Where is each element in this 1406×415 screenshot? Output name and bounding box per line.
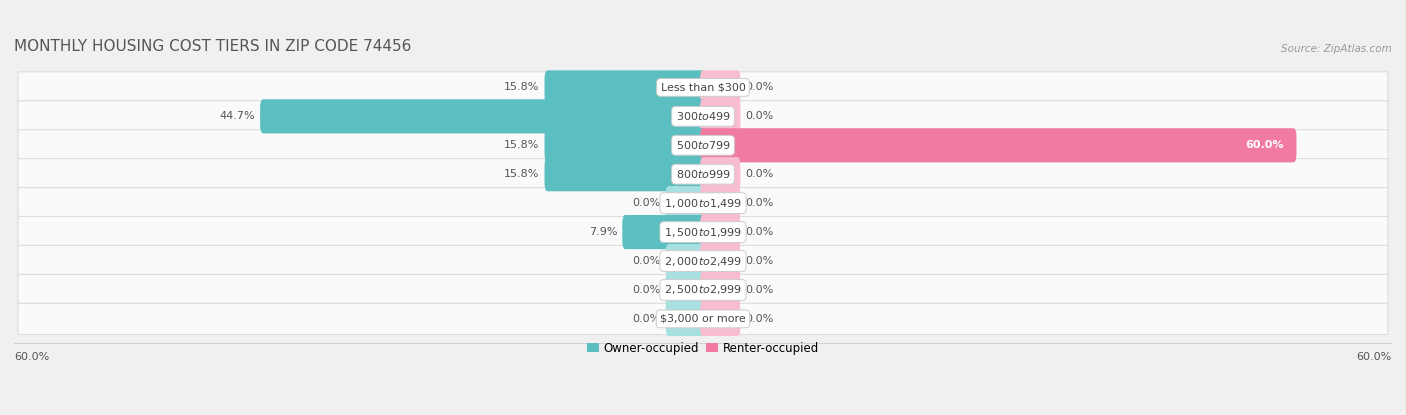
Text: 15.8%: 15.8%: [505, 83, 540, 93]
Text: 0.0%: 0.0%: [745, 198, 773, 208]
FancyBboxPatch shape: [18, 129, 1388, 161]
Text: 15.8%: 15.8%: [505, 140, 540, 150]
FancyBboxPatch shape: [700, 273, 741, 307]
Text: 0.0%: 0.0%: [745, 83, 773, 93]
FancyBboxPatch shape: [700, 302, 741, 336]
Text: 15.8%: 15.8%: [505, 169, 540, 179]
Text: 0.0%: 0.0%: [745, 227, 773, 237]
Text: 44.7%: 44.7%: [219, 111, 256, 121]
Text: 0.0%: 0.0%: [633, 256, 661, 266]
Text: 0.0%: 0.0%: [633, 285, 661, 295]
FancyBboxPatch shape: [665, 186, 706, 220]
FancyBboxPatch shape: [700, 99, 741, 134]
Text: $300 to $499: $300 to $499: [675, 110, 731, 122]
Text: $2,500 to $2,999: $2,500 to $2,999: [664, 283, 742, 296]
Text: 0.0%: 0.0%: [745, 314, 773, 324]
Text: $1,000 to $1,499: $1,000 to $1,499: [664, 197, 742, 210]
Text: 60.0%: 60.0%: [1246, 140, 1284, 150]
FancyBboxPatch shape: [665, 244, 706, 278]
Text: 0.0%: 0.0%: [633, 314, 661, 324]
Text: 60.0%: 60.0%: [14, 352, 49, 361]
Text: 0.0%: 0.0%: [745, 285, 773, 295]
Text: $1,500 to $1,999: $1,500 to $1,999: [664, 226, 742, 239]
FancyBboxPatch shape: [18, 72, 1388, 103]
FancyBboxPatch shape: [700, 128, 1296, 162]
FancyBboxPatch shape: [18, 274, 1388, 305]
FancyBboxPatch shape: [18, 101, 1388, 132]
FancyBboxPatch shape: [700, 244, 741, 278]
FancyBboxPatch shape: [18, 245, 1388, 277]
Text: 0.0%: 0.0%: [633, 198, 661, 208]
FancyBboxPatch shape: [18, 217, 1388, 248]
FancyBboxPatch shape: [544, 128, 706, 162]
FancyBboxPatch shape: [18, 303, 1388, 334]
FancyBboxPatch shape: [665, 302, 706, 336]
Text: $800 to $999: $800 to $999: [675, 168, 731, 180]
Text: $3,000 or more: $3,000 or more: [661, 314, 745, 324]
FancyBboxPatch shape: [18, 188, 1388, 219]
FancyBboxPatch shape: [700, 186, 741, 220]
FancyBboxPatch shape: [544, 157, 706, 191]
Text: 0.0%: 0.0%: [745, 111, 773, 121]
FancyBboxPatch shape: [623, 215, 706, 249]
Legend: Owner-occupied, Renter-occupied: Owner-occupied, Renter-occupied: [582, 337, 824, 359]
Text: 7.9%: 7.9%: [589, 227, 617, 237]
FancyBboxPatch shape: [700, 215, 741, 249]
FancyBboxPatch shape: [665, 273, 706, 307]
FancyBboxPatch shape: [260, 99, 706, 134]
Text: MONTHLY HOUSING COST TIERS IN ZIP CODE 74456: MONTHLY HOUSING COST TIERS IN ZIP CODE 7…: [14, 39, 412, 54]
FancyBboxPatch shape: [700, 71, 741, 105]
Text: Source: ZipAtlas.com: Source: ZipAtlas.com: [1281, 44, 1392, 54]
Text: Less than $300: Less than $300: [661, 83, 745, 93]
FancyBboxPatch shape: [544, 71, 706, 105]
Text: 0.0%: 0.0%: [745, 256, 773, 266]
FancyBboxPatch shape: [700, 157, 741, 191]
Text: $2,000 to $2,499: $2,000 to $2,499: [664, 254, 742, 268]
Text: 0.0%: 0.0%: [745, 169, 773, 179]
Text: $500 to $799: $500 to $799: [675, 139, 731, 151]
Text: 60.0%: 60.0%: [1357, 352, 1392, 361]
FancyBboxPatch shape: [18, 159, 1388, 190]
